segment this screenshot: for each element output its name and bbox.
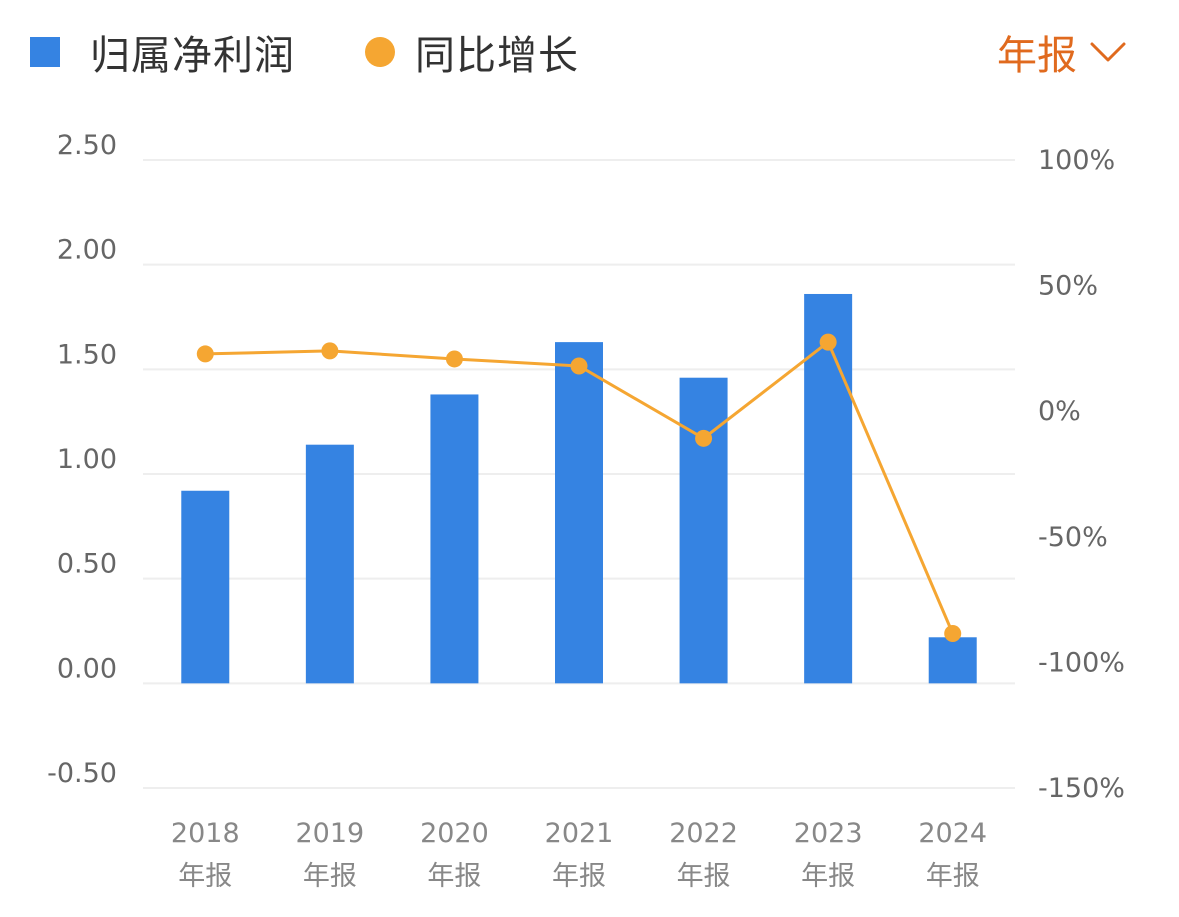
growth-point-2018 bbox=[196, 345, 214, 363]
bar-2021 bbox=[555, 342, 603, 684]
right-axis: 100% 50% 0% -50% -100% -150% bbox=[1038, 145, 1125, 804]
y-left-tick-label: 1.00 bbox=[57, 444, 117, 475]
bar-2020 bbox=[430, 394, 479, 684]
growth-point-2023 bbox=[819, 333, 837, 351]
legend-dot-icon bbox=[365, 37, 395, 67]
x-tick-period: 年报 bbox=[552, 861, 606, 892]
legend-item-yoy-growth: 同比增长 bbox=[365, 23, 579, 81]
x-tick-year: 2019 bbox=[295, 818, 364, 849]
y-left-tick-label: -0.50 bbox=[47, 758, 117, 789]
legend-square-icon bbox=[30, 37, 60, 67]
left-axis: 2.50 2.00 1.50 1.00 0.50 0.00 -0.50 bbox=[47, 130, 117, 789]
x-tick-period: 年报 bbox=[801, 861, 855, 892]
period-select[interactable]: 年报 bbox=[997, 22, 1127, 82]
y-left-tick-label: 0.50 bbox=[57, 549, 117, 580]
x-tick-year: 2022 bbox=[669, 818, 738, 849]
x-axis: 2018 年报 2019 年报 2020 年报 2021 年报 2022 年报 2023 年报 2024… bbox=[171, 818, 987, 892]
y-left-tick-label: 0.00 bbox=[57, 653, 117, 684]
y-left-tick-label: 2.00 bbox=[57, 235, 117, 266]
y-right-tick-label: 50% bbox=[1038, 271, 1098, 302]
y-left-tick-label: 2.50 bbox=[57, 130, 117, 161]
x-tick-year: 2024 bbox=[918, 818, 987, 849]
growth-point-2022 bbox=[695, 429, 713, 447]
x-tick-period: 年报 bbox=[677, 861, 731, 892]
period-select-label: 年报 bbox=[997, 33, 1077, 79]
line-series bbox=[196, 333, 962, 643]
legend: 归属净利润 同比增长 bbox=[30, 22, 649, 82]
y-right-tick-label: 100% bbox=[1038, 145, 1115, 176]
chevron-down-icon bbox=[1090, 42, 1126, 62]
x-tick-period: 年报 bbox=[926, 861, 980, 892]
x-tick-year: 2021 bbox=[545, 818, 614, 849]
x-tick-period: 年报 bbox=[178, 861, 232, 892]
y-left-tick-label: 1.50 bbox=[57, 339, 117, 370]
legend-label-yoy-growth: 同比增长 bbox=[415, 33, 579, 79]
y-right-tick-label: -150% bbox=[1038, 773, 1125, 804]
x-tick-year: 2018 bbox=[171, 818, 240, 849]
y-right-tick-label: 0% bbox=[1038, 396, 1081, 427]
legend-label-net-profit: 归属净利润 bbox=[90, 33, 295, 79]
x-tick-period: 年报 bbox=[427, 861, 481, 892]
bar-series bbox=[181, 293, 977, 684]
growth-point-2024 bbox=[944, 625, 962, 643]
x-tick-year: 2023 bbox=[794, 818, 863, 849]
growth-point-2021 bbox=[570, 357, 588, 375]
x-tick-period: 年报 bbox=[303, 861, 357, 892]
growth-point-2019 bbox=[321, 342, 339, 360]
legend-item-net-profit: 归属净利润 bbox=[30, 23, 295, 81]
y-right-tick-label: -50% bbox=[1038, 522, 1108, 553]
y-right-tick-label: -100% bbox=[1038, 647, 1125, 678]
growth-point-2020 bbox=[445, 350, 463, 368]
x-tick-year: 2020 bbox=[420, 818, 489, 849]
bar-2023 bbox=[804, 293, 853, 684]
bar-2024 bbox=[928, 637, 977, 684]
bar-2018 bbox=[181, 490, 230, 684]
bar-2019 bbox=[305, 444, 354, 684]
